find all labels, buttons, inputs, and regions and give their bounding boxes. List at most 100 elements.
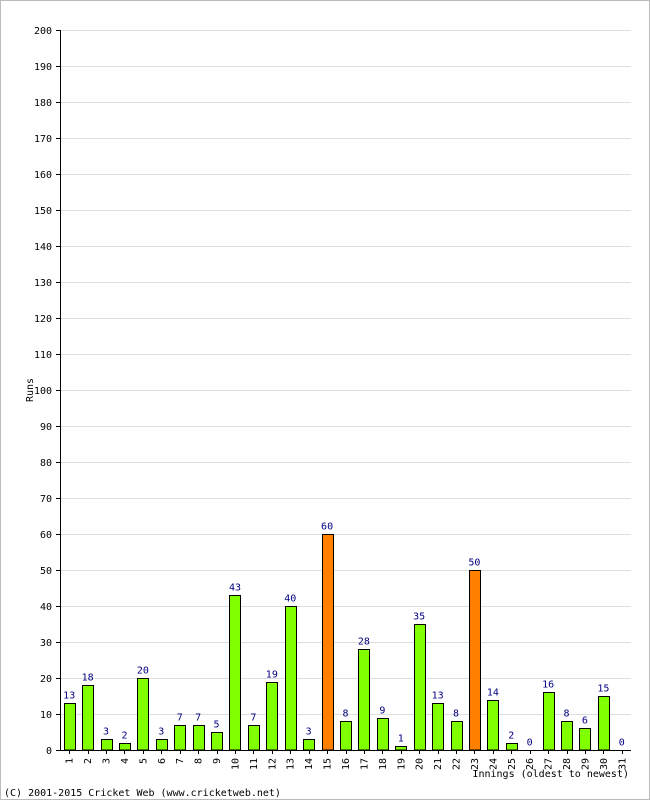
bar <box>64 703 76 751</box>
copyright-footer: (C) 2001-2015 Cricket Web (www.cricketwe… <box>4 788 281 799</box>
y-axis-ticks: 0 10 20 30 40 50 60 70 80 90 100 110 120 130 140 150 160… <box>34 26 60 757</box>
x-tick-label: 21 <box>433 758 444 770</box>
x-tick-label: 31 <box>617 758 628 770</box>
bar-value-label: 9 <box>379 706 385 717</box>
bar-value-label: 28 <box>358 637 370 648</box>
bar-value-label: 0 <box>619 738 625 749</box>
x-tick-label: 30 <box>599 758 610 770</box>
x-tick-label: 29 <box>580 758 591 770</box>
x-tick-label: 11 <box>249 758 260 770</box>
bar-value-label: 15 <box>597 684 609 695</box>
grid-lines <box>60 30 631 715</box>
bar-value-label: 50 <box>468 558 480 569</box>
bar <box>303 739 315 751</box>
bar <box>543 692 555 751</box>
bar-value-label: 8 <box>564 709 570 720</box>
bar-value-label: 13 <box>63 691 75 702</box>
bar <box>506 743 518 751</box>
x-tick-label: 7 <box>175 758 186 764</box>
bar <box>211 732 223 751</box>
bar-value-label: 8 <box>453 709 459 720</box>
bar-value-label: 7 <box>195 713 201 724</box>
bar-value-label: 35 <box>413 612 425 623</box>
bar <box>579 728 591 751</box>
bar-value-label: 5 <box>214 720 220 731</box>
bar <box>248 725 260 751</box>
bar-value-label: 1 <box>398 734 404 745</box>
x-tick-label: 13 <box>286 758 297 770</box>
bar <box>469 570 481 751</box>
bar-value-label: 7 <box>250 713 256 724</box>
bars <box>64 534 610 751</box>
x-tick-label: 26 <box>525 758 536 770</box>
y-tick-label: 110 <box>34 350 52 361</box>
bar <box>82 685 94 751</box>
bar <box>487 700 499 751</box>
y-tick-label: 70 <box>40 494 52 505</box>
x-tick-label: 25 <box>507 758 518 770</box>
bar <box>432 703 444 751</box>
bar-value-label: 3 <box>158 727 164 738</box>
bar <box>137 678 149 751</box>
x-tick-label: 8 <box>194 758 205 764</box>
y-tick-label: 0 <box>46 746 52 757</box>
bar <box>101 739 113 751</box>
bar <box>340 721 352 751</box>
y-tick-label: 120 <box>34 314 52 325</box>
bar-value-label: 2 <box>121 731 127 742</box>
x-tick-label: 24 <box>488 758 499 770</box>
bar-value-label: 3 <box>306 727 312 738</box>
bar-value-label: 43 <box>229 583 241 594</box>
bar-value-label: 40 <box>284 594 296 605</box>
bar-value-label: 60 <box>321 522 333 533</box>
x-tick-label: 3 <box>102 758 113 764</box>
bar-value-label: 6 <box>582 716 588 727</box>
y-tick-label: 40 <box>40 602 52 613</box>
bar <box>561 721 573 751</box>
y-tick-label: 60 <box>40 530 52 541</box>
y-tick-label: 160 <box>34 170 52 181</box>
bar <box>156 739 168 751</box>
bar-value-label: 20 <box>137 666 149 677</box>
x-tick-label: 15 <box>323 758 334 770</box>
bar <box>598 696 610 751</box>
bar <box>285 606 297 751</box>
x-tick-label: 22 <box>452 758 463 770</box>
bar-value-label: 18 <box>82 673 94 684</box>
bar <box>414 624 426 751</box>
bar <box>266 682 278 751</box>
x-tick-label: 9 <box>212 758 223 764</box>
bar-value-label: 0 <box>527 738 533 749</box>
bar <box>193 725 205 751</box>
bar <box>174 725 186 751</box>
bar <box>358 649 370 751</box>
bar-value-label: 7 <box>177 713 183 724</box>
x-axis-label: Innings (oldest to newest) <box>472 769 629 780</box>
y-tick-label: 170 <box>34 134 52 145</box>
y-tick-label: 50 <box>40 566 52 577</box>
x-tick-label: 17 <box>359 758 370 770</box>
bar-value-label: 16 <box>542 680 554 691</box>
x-tick-label: 18 <box>378 758 389 770</box>
x-tick-label: 5 <box>138 758 149 764</box>
bar-value-label: 13 <box>432 691 444 702</box>
bar-value-label: 3 <box>103 727 109 738</box>
x-tick-label: 12 <box>267 758 278 770</box>
y-tick-label: 100 <box>34 386 52 397</box>
bar-value-label: 14 <box>487 688 499 699</box>
y-tick-label: 150 <box>34 206 52 217</box>
x-tick-label: 20 <box>415 758 426 770</box>
y-tick-label: 80 <box>40 458 52 469</box>
bar <box>119 743 131 751</box>
y-tick-label: 10 <box>40 710 52 721</box>
y-tick-label: 180 <box>34 98 52 109</box>
y-tick-label: 190 <box>34 62 52 73</box>
x-tick-label: 4 <box>120 758 131 764</box>
x-tick-label: 16 <box>341 758 352 770</box>
x-tick-label: 6 <box>157 758 168 764</box>
y-tick-label: 200 <box>34 26 52 37</box>
y-axis-label: Runs <box>25 378 36 402</box>
y-tick-label: 140 <box>34 242 52 253</box>
